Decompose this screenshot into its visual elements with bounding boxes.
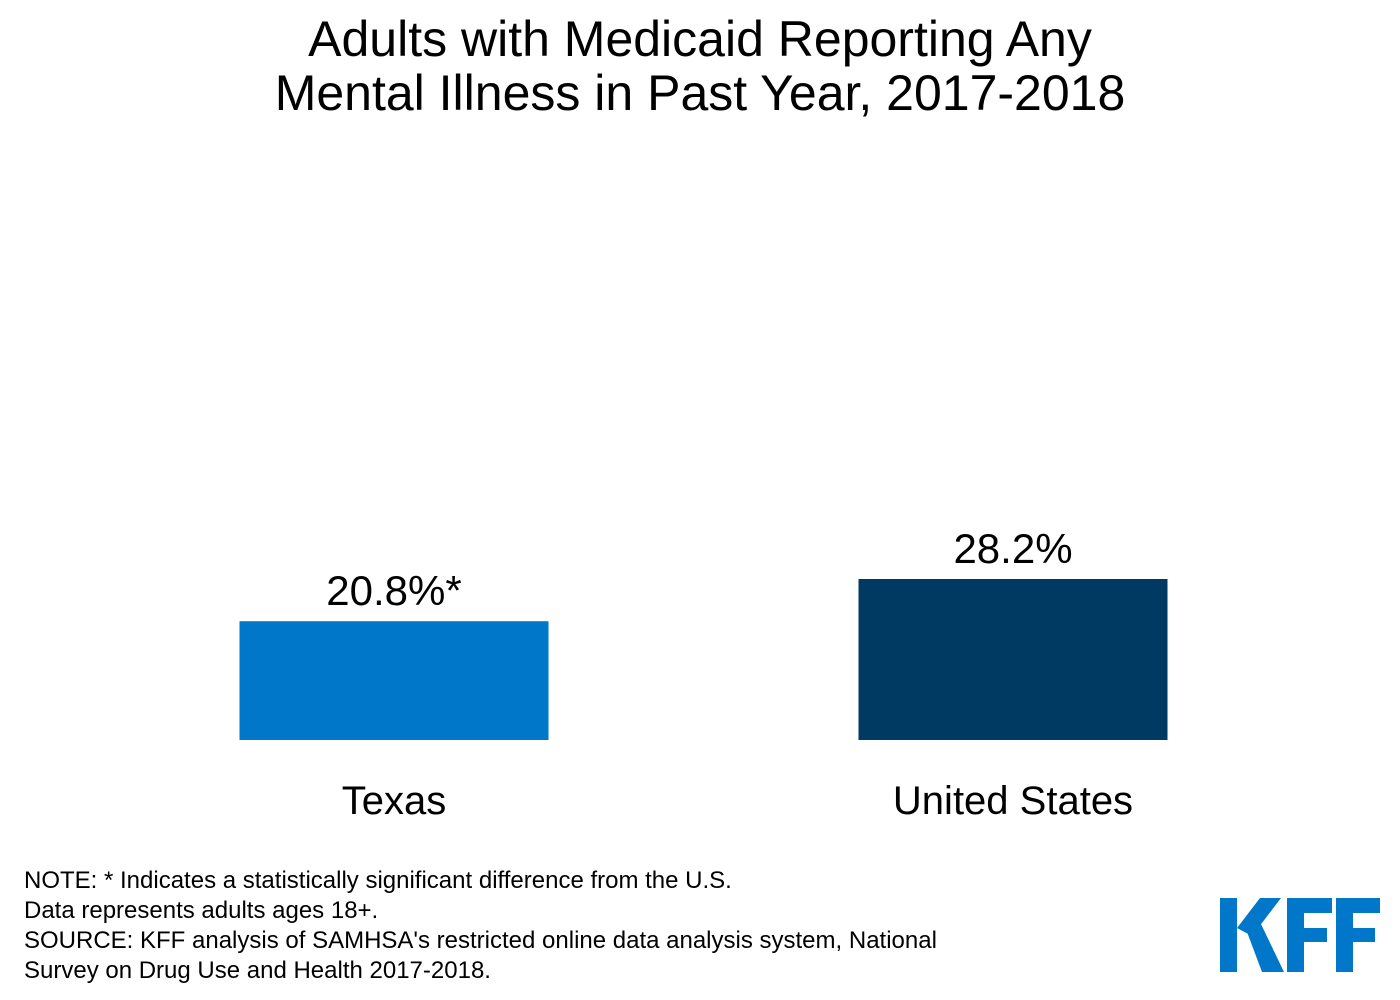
chart-title-line-2: Mental Illness in Past Year, 2017-2018 [274, 65, 1126, 121]
kff-logo-mark [1220, 898, 1380, 972]
note-line: Data represents adults ages 18+. [24, 897, 379, 924]
bar-texas [239, 621, 549, 740]
data-label: 28.2% [953, 525, 1072, 572]
category-label: United States [893, 779, 1133, 823]
note-line: NOTE: * Indicates a statistically signif… [24, 867, 732, 894]
chart-title: Adults with Medicaid Reporting Any Menta… [0, 12, 1400, 120]
source-line: Survey on Drug Use and Health 2017-2018. [24, 957, 491, 984]
bar-united-states [858, 579, 1168, 740]
chart-title-line-1: Adults with Medicaid Reporting Any [308, 11, 1092, 67]
data-label: 20.8%* [326, 567, 461, 614]
source-line: SOURCE: KFF analysis of SAMHSA's restric… [24, 927, 937, 954]
footnotes: NOTE: * Indicates a statistically signif… [24, 866, 937, 986]
category-label: Texas [342, 779, 447, 823]
kff-logo [1220, 898, 1380, 972]
